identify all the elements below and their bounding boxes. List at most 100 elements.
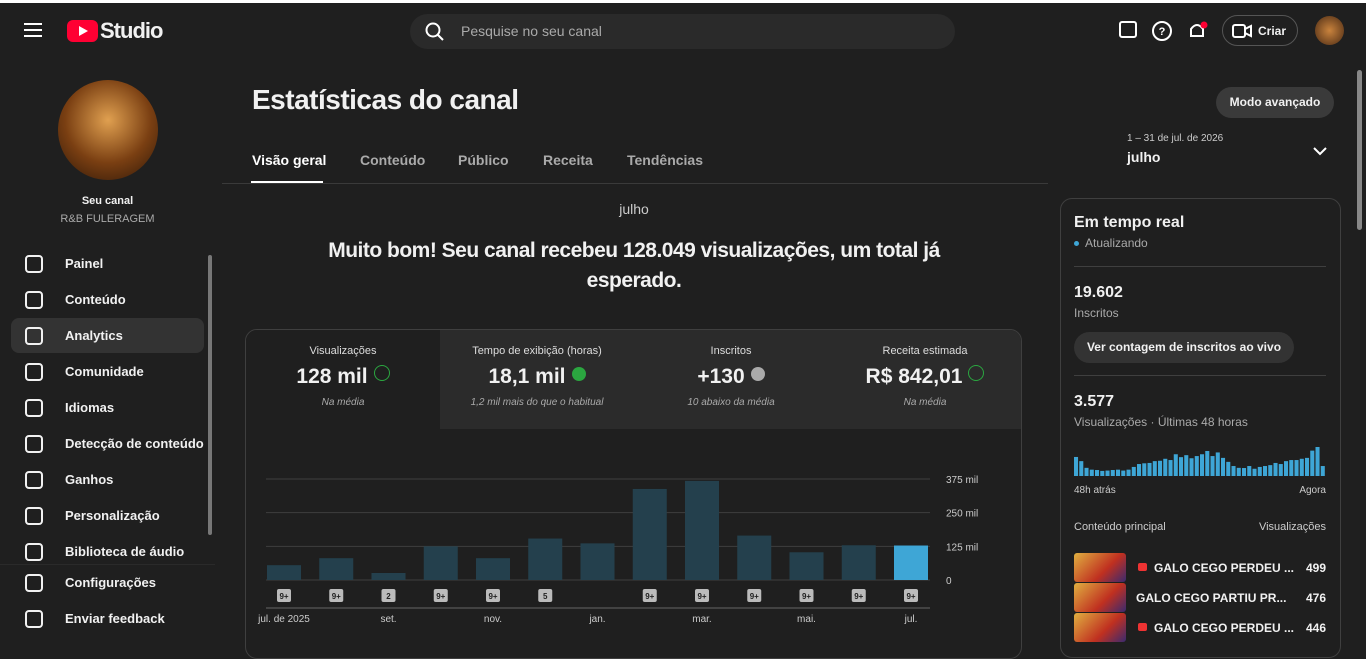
search-icon — [425, 22, 444, 41]
page-title: Estatísticas do canal — [252, 84, 519, 115]
nav-icon — [25, 254, 43, 273]
nav-label: Conteúdo — [65, 292, 126, 307]
advanced-mode-button[interactable]: Modo avançado — [1216, 87, 1334, 118]
page-scrollbar — [1357, 70, 1362, 230]
metric-value: R$ 842,01 — [828, 365, 1021, 389]
video-views: 476 — [1305, 591, 1326, 605]
metric-value-text: 18,1 mil — [488, 365, 566, 388]
metric-tab[interactable]: Receita estimada R$ 842,01 Na média — [828, 330, 1021, 429]
nav-label: Biblioteca de áudio — [65, 544, 185, 559]
active-tab-indicator — [251, 181, 323, 183]
subscriber-count: 19.602 — [1074, 284, 1123, 301]
nav-item[interactable]: Comunidade — [11, 354, 204, 389]
logo-text: Studio — [100, 18, 163, 43]
realtime-title: Em tempo real — [1074, 214, 1185, 231]
video-title[interactable]: GALO CEGO PERDEU ... — [1154, 561, 1295, 575]
metric-note: 1,2 mil mais do que o habitual — [470, 397, 604, 408]
top-edge — [0, 0, 1366, 3]
nav-icon — [25, 609, 43, 628]
summary-month: julho — [619, 201, 649, 217]
metric-label: Visualizações — [309, 345, 377, 357]
views-count: 3.577 — [1074, 393, 1115, 410]
account-avatar[interactable] — [1315, 16, 1344, 45]
period-dropdown[interactable] — [1312, 145, 1328, 157]
alert-icon — [1138, 623, 1147, 631]
nav-item[interactable]: Idiomas — [11, 390, 204, 425]
metric-label: Tempo de exibição (horas) — [472, 345, 602, 357]
nav-item[interactable]: Painel — [11, 246, 204, 281]
logo-icon[interactable] — [67, 20, 98, 42]
nav-icon — [25, 326, 43, 345]
nav-item[interactable]: Analytics — [11, 318, 204, 353]
nav-label: Detecção de conteúdo — [65, 436, 204, 451]
metric-note: Na média — [903, 397, 947, 408]
x-end-label: Agora — [1299, 485, 1326, 496]
date-range: 1 – 31 de jul. de 2026 — [1127, 133, 1224, 144]
divider — [1074, 375, 1326, 376]
create-button[interactable]: Criar — [1222, 15, 1298, 46]
nav-icon — [25, 434, 43, 453]
tab[interactable]: Visão geral — [252, 152, 327, 168]
realtime-status: Atualizando — [1085, 236, 1148, 250]
nav-item[interactable]: Conteúdo — [11, 282, 204, 317]
metric-note: 10 abaixo da média — [687, 397, 775, 408]
period[interactable]: julho — [1127, 149, 1161, 165]
metric-tab[interactable]: Inscritos +130 10 abaixo da média — [634, 330, 828, 429]
nav-label: Analytics — [65, 328, 123, 343]
nav-item[interactable]: Configurações — [11, 565, 204, 600]
video-views: 499 — [1305, 561, 1326, 575]
tab[interactable]: Público — [458, 152, 509, 168]
nav-item[interactable]: Ganhos — [11, 462, 204, 497]
channel-avatar[interactable] — [58, 80, 158, 180]
nav-label: Painel — [65, 256, 104, 271]
tab[interactable]: Conteúdo — [360, 152, 426, 168]
channel-handle: R&B FULERAGEM — [60, 213, 155, 225]
trend-icon — [968, 365, 985, 381]
nav-icon — [25, 506, 43, 525]
summary-headline: Muito bom! Seu canal recebeu 128.049 vis… — [328, 239, 940, 292]
tab[interactable]: Receita — [543, 152, 593, 168]
metric-value-text: 128 mil — [296, 365, 368, 388]
divider — [1074, 266, 1326, 267]
thumbnail[interactable] — [1074, 613, 1126, 642]
trend-icon — [750, 367, 765, 381]
metric-value: +130 — [634, 365, 828, 389]
trend-icon — [571, 367, 586, 381]
sidebar-divider — [0, 564, 215, 565]
thumbnail[interactable] — [1074, 583, 1126, 612]
video-title[interactable]: GALO CEGO PARTIU PR... — [1136, 591, 1287, 605]
nav-icon — [25, 290, 43, 309]
live-count-button[interactable]: Ver contagem de inscritos ao vivo — [1074, 332, 1294, 363]
metrics-row: Visualizações 128 mil Na média Tempo de exi… — [246, 330, 1021, 647]
metric-note: Na média — [321, 397, 365, 408]
metric-tab[interactable]: Tempo de exibição (horas) 18,1 mil 1,2 mil… — [440, 330, 634, 429]
thumbnail[interactable] — [1074, 553, 1126, 582]
nav-label: Comunidade — [65, 364, 144, 379]
video-views: 446 — [1305, 621, 1326, 635]
sidebar-scrollbar — [208, 255, 212, 535]
nav-item[interactable]: Enviar feedback — [11, 601, 204, 636]
nav-item[interactable]: Detecção de conteúdo — [11, 426, 204, 461]
menu-button[interactable] — [24, 22, 44, 38]
video-title[interactable]: GALO CEGO PERDEU ... — [1154, 621, 1295, 635]
tab[interactable]: Tendências — [627, 152, 703, 168]
tabs-divider — [222, 183, 1048, 184]
top-content-metric: Visualizações — [1258, 521, 1326, 533]
subscriber-label: Inscritos — [1074, 306, 1119, 320]
nav-label: Ganhos — [65, 472, 114, 487]
x-start-label: 48h atrás — [1074, 485, 1116, 496]
metric-label: Inscritos — [710, 345, 752, 357]
search-box[interactable]: Pesquise no seu canal — [410, 14, 955, 49]
metric-tab[interactable]: Visualizações 128 mil Na média — [246, 330, 440, 429]
nav-label: Personalização — [65, 508, 160, 523]
nav-item[interactable]: Personalização — [11, 498, 204, 533]
header-icons[interactable]: ? — [1118, 20, 1218, 42]
nav-item[interactable]: Biblioteca de áudio — [11, 534, 204, 569]
alert-icon — [1138, 563, 1147, 571]
metric-value-text: R$ 842,01 — [865, 365, 963, 388]
chart-card: Visualizações 128 mil Na média Tempo de exi… — [245, 329, 1022, 659]
nav-label: Enviar feedback — [65, 611, 165, 626]
nav-icon — [25, 398, 43, 417]
channel-name: Seu canal — [81, 195, 134, 207]
